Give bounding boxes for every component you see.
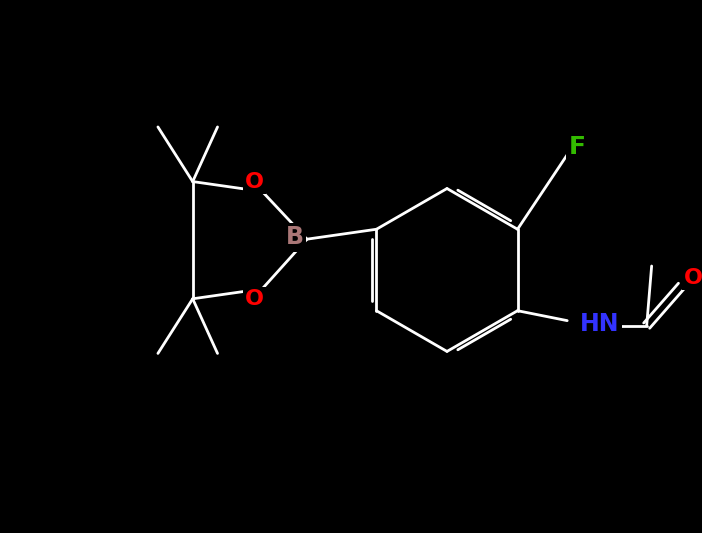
Text: O: O	[245, 172, 264, 191]
Text: B: B	[286, 225, 304, 249]
Text: F: F	[569, 135, 585, 159]
Text: O: O	[684, 268, 702, 288]
Text: O: O	[245, 289, 264, 309]
Text: HN: HN	[580, 312, 620, 336]
